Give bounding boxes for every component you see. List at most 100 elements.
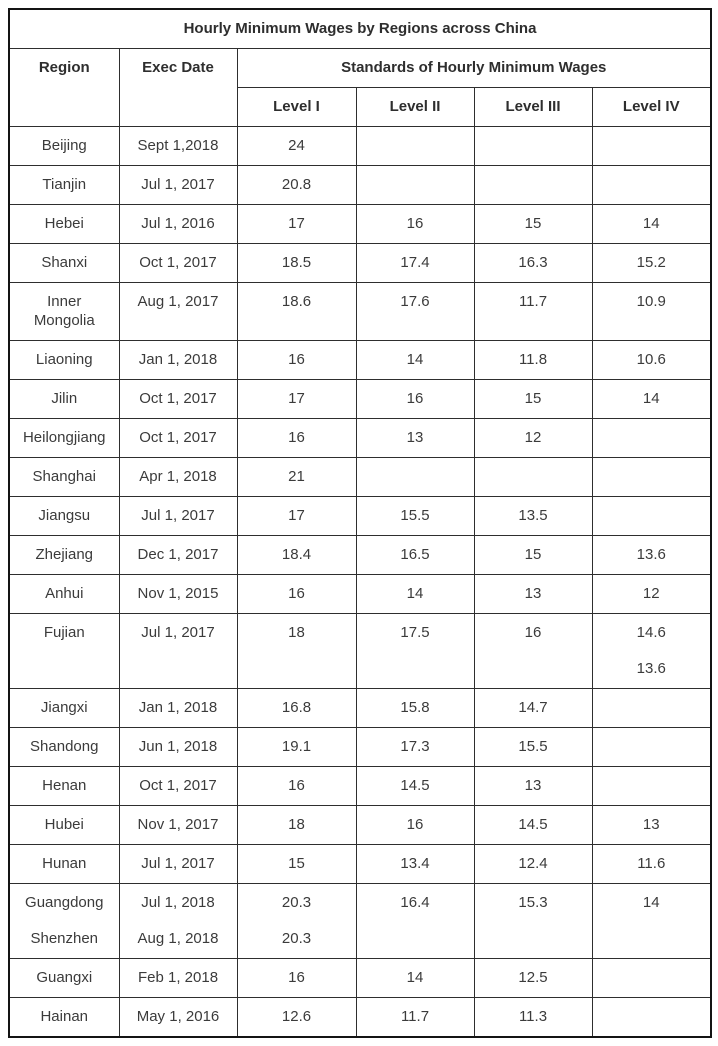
level-4-cell: 10.6 (591, 340, 712, 380)
cell-line: 12.5 (518, 969, 548, 986)
exec-date-cell: Sept 1,2018 (118, 126, 238, 166)
cell-line: May 1, 2016 (136, 1008, 220, 1025)
level-3-cell: 12.5 (473, 958, 593, 998)
cell-line: Dec 1, 2017 (137, 546, 219, 563)
cell-line: Aug 1, 2017 (137, 293, 219, 310)
cell-line: 17.6 (400, 293, 430, 310)
level-2-cell: 13.4 (355, 844, 475, 884)
cell-line: 15.3 (518, 894, 548, 911)
level-1-cell: 12.6 (236, 997, 357, 1038)
level-3-cell (473, 457, 593, 497)
cell-line: 20.3 (281, 894, 312, 911)
level-3-cell: 16.3 (473, 243, 593, 283)
level-1-cell: 16 (236, 958, 357, 998)
title-row: Hourly Minimum Wages by Regions across C… (8, 8, 712, 49)
cell-line: 16 (406, 215, 424, 232)
cell-line: Shanxi (41, 254, 88, 271)
cell-line: 13.6 (636, 660, 666, 677)
cell-line: 14.6 (636, 624, 666, 641)
level-2-cell (355, 165, 475, 205)
cell-line: 13 (406, 429, 424, 446)
cell-line: Jul 1, 2017 (141, 176, 215, 193)
cell-line: Jiangxi (40, 699, 88, 716)
cell-line: Hebei (44, 215, 84, 232)
cell-line: Jul 1, 2018 (141, 894, 215, 911)
cell-line: 16 (288, 351, 305, 368)
level-1-cell: 19.1 (236, 727, 357, 767)
table-row: Shandong Jun 1, 2018 19.1 17.3 15.5 (8, 727, 712, 767)
level-1-cell: 17 (236, 204, 357, 244)
cell-line: 17.5 (400, 624, 430, 641)
exec-date-cell: Apr 1, 2018 (118, 457, 238, 497)
level-4-cell (591, 958, 712, 998)
cell-line: Guangdong (25, 894, 104, 911)
col-header-region: Region (8, 48, 120, 127)
cell-line: 16 (288, 585, 305, 602)
level-3-cell: 13.5 (473, 496, 593, 536)
cell-line: 14 (406, 351, 424, 368)
level-2-cell: 16 (355, 805, 475, 845)
cell-line: 16 (524, 624, 542, 641)
hourly-minimum-wages-table: Hourly Minimum Wages by Regions across C… (8, 8, 713, 1038)
level-1-cell: 17 (236, 496, 357, 536)
cell-line: Jul 1, 2017 (141, 855, 215, 872)
exec-date-cell: Jul 1, 2017 (118, 613, 238, 689)
level-2-cell: 17.4 (355, 243, 475, 283)
cell-line: 12 (524, 429, 542, 446)
cell-line: Beijing (41, 137, 87, 154)
cell-line: 14 (406, 585, 424, 602)
level-1-cell: 17 (236, 379, 357, 419)
cell-line: 13 (524, 777, 542, 794)
cell-line: 17 (288, 215, 305, 232)
level-1-cell: 21 (236, 457, 357, 497)
region-cell: Heilongjiang (8, 418, 120, 458)
exec-date-cell: Oct 1, 2017 (118, 418, 238, 458)
cell-line: 13 (524, 585, 542, 602)
exec-date-cell: Jul 1, 2018 Aug 1, 2018 (118, 883, 238, 959)
table-row: Shanxi Oct 1, 2017 18.5 17.4 16.3 15.2 (8, 243, 712, 283)
table-row: Hainan May 1, 2016 12.6 11.7 11.3 (8, 997, 712, 1038)
cell-line: 15.5 (400, 507, 430, 524)
cell-line: Shandong (30, 738, 99, 755)
cell-line: 13.6 (636, 546, 666, 563)
col-header-level-3: Level III (473, 87, 593, 127)
region-cell: Jiangsu (8, 496, 120, 536)
cell-line: 13.4 (400, 855, 430, 872)
cell-line: 16.8 (281, 699, 312, 716)
table-body: Beijing Sept 1,2018 24 Tianjin Jul 1, 2017 20… (8, 126, 712, 1038)
cell-line: 12.4 (518, 855, 548, 872)
cell-line: Feb 1, 2018 (137, 969, 219, 986)
region-cell: Zhejiang (8, 535, 120, 575)
col-header-exec-date: Exec Date (118, 48, 238, 127)
level-2-cell: 17.5 (355, 613, 475, 689)
cell-line: Aug 1, 2018 (137, 930, 219, 947)
table-row: Heilongjiang Oct 1, 2017 16 13 12 (8, 418, 712, 458)
level-3-cell: 15 (473, 379, 593, 419)
cell-line: 11.6 (637, 855, 666, 872)
cell-line: 16 (288, 777, 305, 794)
level-3-cell: 15.5 (473, 727, 593, 767)
level-4-cell: 15.2 (591, 243, 712, 283)
level-1-cell: 16 (236, 574, 357, 614)
region-cell: Inner Mongolia (8, 282, 120, 341)
level-1-cell: 18 (236, 805, 357, 845)
col-header-level-2: Level II (355, 87, 475, 127)
cell-line: Jan 1, 2018 (138, 351, 218, 368)
table-row: Jiangsu Jul 1, 2017 17 15.5 13.5 (8, 496, 712, 536)
level-2-cell: 13 (355, 418, 475, 458)
cell-line: Jul 1, 2017 (141, 507, 215, 524)
cell-line: 17.4 (400, 254, 430, 271)
level-4-cell: 10.9 (591, 282, 712, 341)
level-4-cell (591, 688, 712, 728)
cell-line: Hubei (44, 816, 84, 833)
group-header-row: Region Exec Date Standards of Hourly Min… (8, 48, 712, 127)
cell-line: 20.8 (281, 176, 312, 193)
exec-date-cell: Oct 1, 2017 (118, 379, 238, 419)
table-row: Guangxi Feb 1, 2018 16 14 12.5 (8, 958, 712, 998)
level-1-cell: 16 (236, 766, 357, 806)
region-cell: Guangxi (8, 958, 120, 998)
cell-line: Apr 1, 2018 (139, 468, 217, 485)
level-2-cell: 16.4 (355, 883, 475, 959)
region-cell: Jiangxi (8, 688, 120, 728)
level-4-cell: 12 (591, 574, 712, 614)
